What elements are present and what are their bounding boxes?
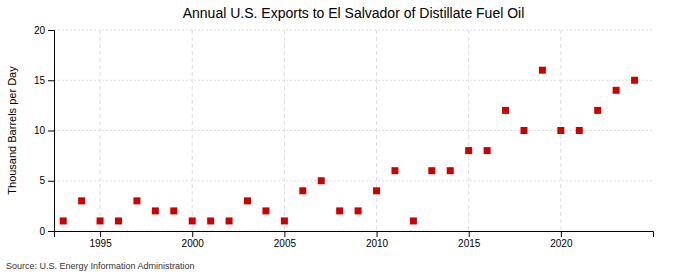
point xyxy=(520,127,527,134)
x-tick: 2005 xyxy=(274,231,297,249)
point xyxy=(133,197,140,204)
y-axis-title: Thousand Barrels per Day xyxy=(6,66,18,195)
point xyxy=(410,217,417,224)
x-tick-label: 1995 xyxy=(89,238,112,249)
y-axis-line xyxy=(48,31,55,232)
source-note: Source: U.S. Energy Information Administ… xyxy=(6,261,195,271)
plot: 1995 2000 2005 2010 2015 2020 0 5 10 15 20 xyxy=(34,25,654,249)
x-tick-label: 2005 xyxy=(274,238,297,249)
y-tick: 5 xyxy=(39,175,54,186)
point xyxy=(189,217,196,224)
y-tick-mark xyxy=(48,181,54,182)
x-tick-mark xyxy=(100,231,101,237)
point xyxy=(115,217,122,224)
point xyxy=(594,107,601,114)
point xyxy=(502,107,509,114)
point xyxy=(299,187,306,194)
y-grid-line xyxy=(54,80,653,81)
point xyxy=(355,207,362,214)
x-tick-mark xyxy=(561,231,562,237)
point xyxy=(557,127,564,134)
x-tick-mark xyxy=(192,231,193,237)
grid xyxy=(54,30,653,231)
y-tick-mark xyxy=(48,231,54,232)
points xyxy=(60,67,638,225)
x-tick: 2010 xyxy=(366,231,389,249)
point xyxy=(78,197,85,204)
x-grid-line xyxy=(192,30,193,231)
y-tick-mark xyxy=(48,80,54,81)
x-grid-line xyxy=(100,30,101,231)
y-tick-label: 5 xyxy=(39,175,45,186)
point xyxy=(226,217,233,224)
point xyxy=(428,167,435,174)
point xyxy=(336,207,343,214)
y-tick-label: 20 xyxy=(34,25,46,36)
y-tick-label: 15 xyxy=(34,75,46,86)
x-tick-label: 2010 xyxy=(366,238,389,249)
y-grid-line xyxy=(54,30,653,31)
x-tick: 2015 xyxy=(458,231,481,249)
point xyxy=(613,87,620,94)
chart: 1995 2000 2005 2010 2015 2020 0 5 10 15 20 Annual U… xyxy=(0,0,675,275)
point xyxy=(244,197,251,204)
point xyxy=(97,217,104,224)
y-grid-line xyxy=(54,180,653,181)
point xyxy=(152,207,159,214)
y-axis: 0 5 10 15 20 xyxy=(34,25,55,237)
point xyxy=(539,67,546,74)
y-tick: 0 xyxy=(39,226,54,237)
point xyxy=(447,167,454,174)
x-tick: 1995 xyxy=(89,231,112,249)
title: Annual U.S. Exports to El Salvador of Di… xyxy=(183,5,525,21)
point xyxy=(373,187,380,194)
y-tick-mark xyxy=(48,30,54,31)
x-tick-mark xyxy=(377,231,378,237)
point xyxy=(60,217,67,224)
x-tick-mark xyxy=(284,231,285,237)
y-tick: 10 xyxy=(34,125,54,136)
point xyxy=(281,217,288,224)
x-tick-mark xyxy=(469,231,470,237)
x-grid-line xyxy=(376,30,377,231)
y-tick-mark xyxy=(48,131,54,132)
x-grid-line xyxy=(468,30,469,231)
x-tick-label: 2000 xyxy=(182,238,205,249)
x-axis: 1995 2000 2005 2010 2015 2020 xyxy=(55,231,654,249)
point xyxy=(262,207,269,214)
point xyxy=(170,207,177,214)
x-axis-line xyxy=(55,232,654,238)
y-tick-label: 10 xyxy=(34,125,46,136)
point xyxy=(484,147,491,154)
x-tick-label: 2020 xyxy=(550,238,573,249)
point xyxy=(391,167,398,174)
point xyxy=(576,127,583,134)
point xyxy=(318,177,325,184)
x-tick: 2020 xyxy=(550,231,573,249)
x-tick: 2000 xyxy=(182,231,205,249)
x-grid-line xyxy=(284,30,285,231)
y-tick: 20 xyxy=(34,25,54,36)
point xyxy=(465,147,472,154)
x-tick-label: 2015 xyxy=(458,238,481,249)
point xyxy=(631,77,638,84)
point xyxy=(207,217,214,224)
y-tick: 15 xyxy=(34,75,54,86)
y-tick-label: 0 xyxy=(39,226,45,237)
